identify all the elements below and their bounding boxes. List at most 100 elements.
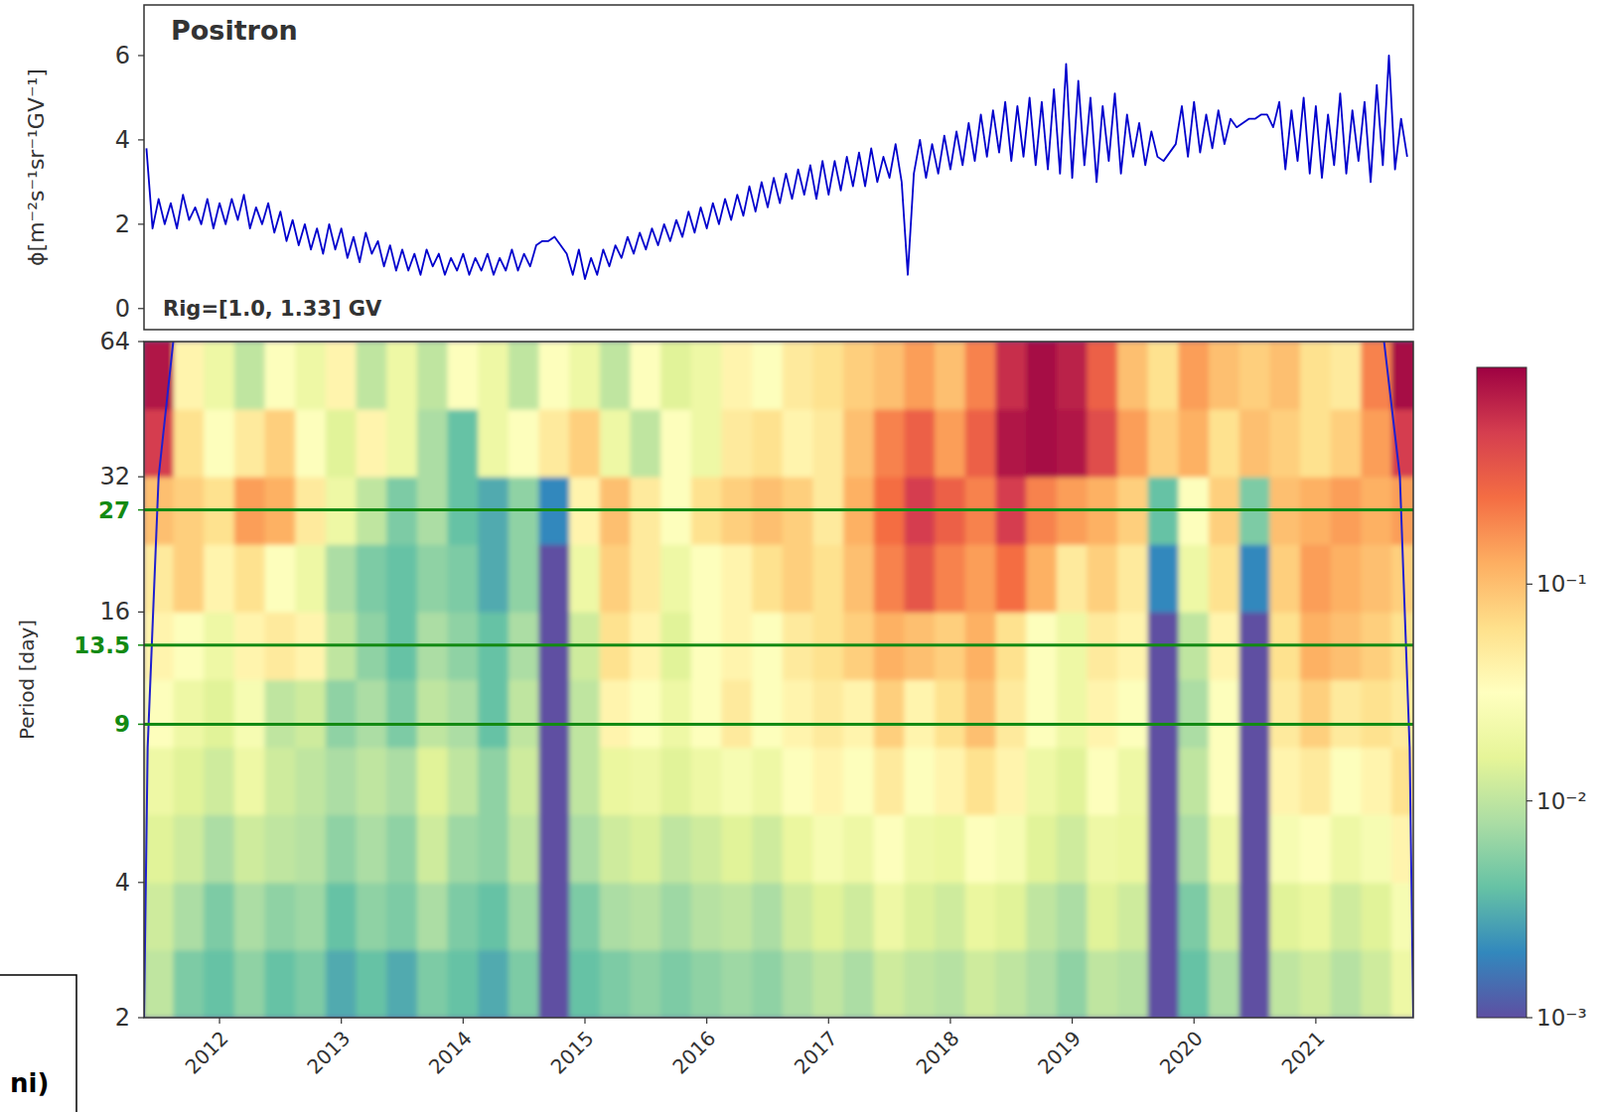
heatmap-cell <box>203 409 236 478</box>
heatmap-cell <box>660 814 693 883</box>
heatmap-cell <box>173 409 206 478</box>
heatmap-cell <box>173 341 206 411</box>
heatmap-cell <box>265 881 297 951</box>
heatmap-cell <box>1330 814 1363 883</box>
heatmap-cell <box>660 949 693 1019</box>
cone-of-influence <box>144 341 173 1019</box>
heatmap-cell <box>477 544 510 613</box>
heatmap-cell <box>265 341 297 411</box>
heatmap-cell <box>843 746 875 816</box>
heatmap-cell <box>1117 341 1150 411</box>
heatmap-cell <box>1117 746 1150 816</box>
heatmap-cell <box>1391 949 1414 1019</box>
heatmap-cell <box>691 814 724 883</box>
heatmap-cell <box>234 746 267 816</box>
y-tick <box>138 611 145 613</box>
heatmap-cell <box>812 679 845 748</box>
x-tick <box>706 1018 708 1024</box>
y-tick <box>138 1017 145 1019</box>
x-tick-label: 2020 <box>1155 1026 1208 1080</box>
y-tick-label: 2 <box>115 1004 131 1032</box>
heatmap-area <box>144 341 1414 1019</box>
heatmap-cell <box>843 341 875 411</box>
heatmap-cell <box>539 881 572 951</box>
x-tick-label: 2019 <box>1032 1026 1086 1080</box>
heatmap-cell <box>144 881 175 951</box>
heatmap-cell <box>144 544 175 613</box>
heatmap-cell <box>569 679 601 748</box>
heatmap-cell <box>843 814 875 883</box>
heatmap-cell <box>417 341 449 411</box>
x-tick-label: 2014 <box>424 1026 477 1080</box>
heatmap-cell <box>934 814 967 883</box>
heatmap-cell <box>903 949 936 1019</box>
heatmap-cell <box>234 814 267 883</box>
heatmap-cell <box>508 949 541 1019</box>
y-tick <box>138 881 145 883</box>
heatmap-cell <box>1330 341 1363 411</box>
heatmap-cell <box>812 341 845 411</box>
colorbar-tick <box>1526 800 1533 802</box>
heatmap-cell <box>691 341 724 411</box>
heatmap-cell <box>203 814 236 883</box>
heatmap-cell <box>1208 746 1241 816</box>
heatmap-cell <box>903 544 936 613</box>
heatmap-cell <box>1391 881 1414 951</box>
heatmap-cell <box>417 679 449 748</box>
heatmap-cell <box>1056 544 1089 613</box>
heatmap-cell <box>294 746 327 816</box>
heatmap-cell <box>965 544 998 613</box>
reference-line-label: 13.5 <box>73 632 131 659</box>
heatmap-cell <box>1148 341 1180 411</box>
heatmap-cell <box>325 679 358 748</box>
heatmap-cell <box>1056 814 1089 883</box>
heatmap-cell <box>1360 409 1393 478</box>
heatmap-cell <box>629 814 662 883</box>
y-tick <box>138 54 145 56</box>
heatmap-cell <box>1148 409 1180 478</box>
heatmap-cell <box>417 544 449 613</box>
heatmap-cell <box>1239 814 1272 883</box>
heatmap-cell <box>782 679 815 748</box>
heatmap-cell <box>873 746 906 816</box>
y-tick-label: 4 <box>115 126 131 154</box>
heatmap-cell <box>386 409 419 478</box>
heatmap-cell <box>447 679 480 748</box>
heatmap-cell <box>721 814 753 883</box>
heatmap-cell <box>508 544 541 613</box>
heatmap-cell <box>569 881 601 951</box>
reference-line <box>144 723 1414 727</box>
heatmap-cell <box>1148 949 1180 1019</box>
heatmap-cell <box>1025 409 1058 478</box>
heatmap-cell <box>1239 746 1272 816</box>
heatmap-cell <box>721 409 753 478</box>
heatmap-cell <box>903 409 936 478</box>
x-tick-label: 2012 <box>180 1026 234 1080</box>
heatmap-cell <box>203 679 236 748</box>
colorbar-tick <box>1526 583 1533 585</box>
heatmap-cell <box>265 814 297 883</box>
heatmap-cell <box>325 881 358 951</box>
heatmap-cell <box>265 746 297 816</box>
heatmap-cell <box>1056 679 1089 748</box>
y-tick <box>138 724 145 727</box>
heatmap-cell <box>995 409 1027 478</box>
y-tick-label: 32 <box>99 462 131 491</box>
heatmap-cell <box>234 409 267 478</box>
heatmap-cell <box>569 949 601 1019</box>
heatmap-cell <box>873 544 906 613</box>
heatmap-cell <box>751 746 784 816</box>
heatmap-cell <box>1086 881 1119 951</box>
y-axis-title: Period [day] <box>14 619 39 740</box>
x-tick <box>949 1018 951 1024</box>
heatmap-cell <box>539 409 572 478</box>
heatmap-cell <box>1269 881 1302 951</box>
heatmap-cell <box>508 746 541 816</box>
heatmap-cell <box>1300 949 1332 1019</box>
reference-line-label: 9 <box>114 711 131 737</box>
heatmap-cell <box>843 881 875 951</box>
heatmap-cell <box>691 544 724 613</box>
x-tick-label: 2016 <box>667 1026 721 1080</box>
heatmap-cell <box>447 544 480 613</box>
heatmap-cell <box>1148 746 1180 816</box>
